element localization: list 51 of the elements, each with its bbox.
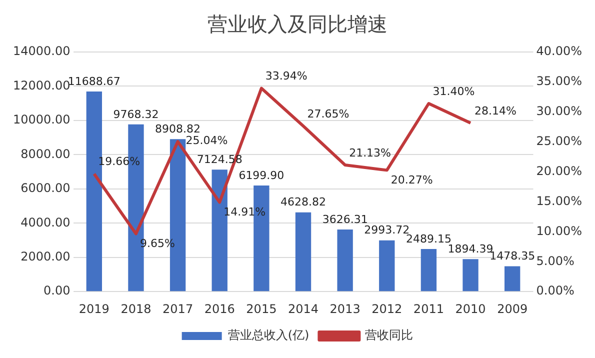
- y-tick-label: 6000.00: [20, 181, 70, 196]
- x-tick-label: 2014: [288, 302, 319, 316]
- y-tick-label: 8000.00: [20, 146, 70, 161]
- y-tick-label: 12000.00: [12, 78, 70, 92]
- y2-tick-label: 35.00%: [536, 74, 582, 88]
- x-tick-label: 2015: [246, 302, 277, 316]
- data-label: 4628.82: [280, 196, 326, 209]
- y2-tick-label: 15.00%: [536, 194, 582, 208]
- data-label: 31.40%: [432, 84, 475, 98]
- x-tick-label: 2009: [497, 302, 528, 316]
- data-label: 1894.39: [448, 242, 494, 256]
- data-label: 28.14%: [474, 104, 516, 118]
- bar: [379, 240, 395, 292]
- y2-tick-label: 20.00%: [536, 164, 582, 178]
- data-label: 20.27%: [390, 174, 433, 187]
- data-label: 21.13%: [349, 146, 392, 160]
- y-tick-label: 4000.00: [20, 215, 70, 230]
- data-label: 27.65%: [307, 107, 350, 120]
- y-tick-label: 10000.00: [12, 112, 70, 127]
- x-tick-label: 2010: [455, 302, 486, 316]
- x-tick-label: 2016: [204, 302, 235, 316]
- y2-tick-label: 0.00%: [536, 284, 574, 298]
- data-label: 25.04%: [186, 134, 228, 147]
- y-tick-label: 14000.00: [12, 44, 70, 58]
- legend-label: 营收同比: [365, 328, 414, 342]
- y2-tick-label: 25.00%: [536, 134, 582, 148]
- y2-tick-label: 10.00%: [536, 224, 582, 238]
- data-label: 2489.15: [406, 232, 452, 246]
- bar: [420, 249, 437, 292]
- y2-tick-label: 40.00%: [536, 44, 582, 58]
- x-tick-label: 2012: [372, 302, 402, 316]
- data-label: 8908.82: [155, 122, 201, 136]
- y2-tick-label: 30.00%: [536, 104, 582, 118]
- bar: [462, 259, 478, 292]
- y-tick-label: 2000.00: [20, 249, 70, 264]
- data-label: 3626.31: [322, 212, 368, 226]
- data-label: 33.94%: [265, 70, 308, 83]
- bar: [337, 230, 353, 292]
- data-label: 6199.90: [238, 168, 284, 182]
- x-tick-label: 2018: [120, 302, 152, 316]
- x-tick-label: 2017: [162, 302, 194, 316]
- bar: [504, 266, 520, 292]
- x-tick-label: 2019: [78, 302, 110, 316]
- data-label: 9768.32: [113, 108, 159, 121]
- chart-title: 营业收入及同比增速: [208, 12, 388, 36]
- y-tick-label: 0.00: [44, 284, 70, 298]
- x-tick-label: 2011: [413, 302, 444, 316]
- legend-label: 营业总收入(亿): [228, 328, 310, 342]
- y2-tick-label: 5.00%: [536, 254, 574, 268]
- x-tick-label: 2013: [330, 302, 360, 316]
- bar: [295, 212, 312, 292]
